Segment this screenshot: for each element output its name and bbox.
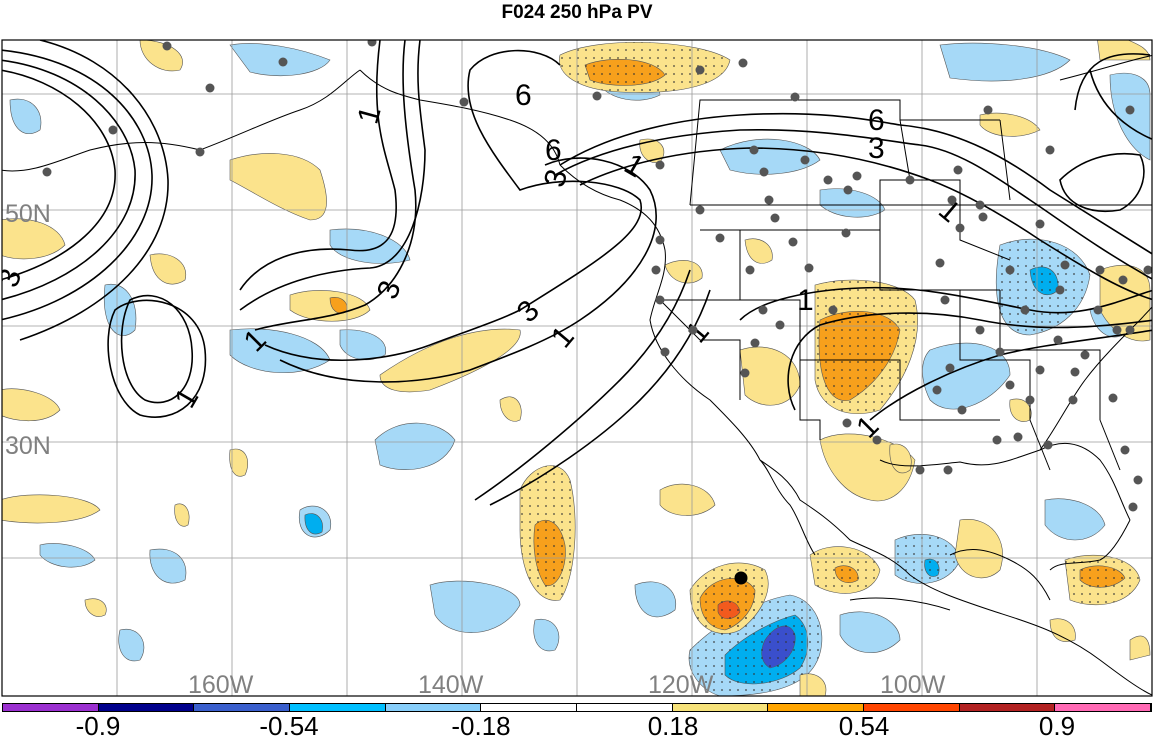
contour-label: 3 (0, 265, 28, 292)
lon-label-160w: 160W (188, 671, 254, 699)
map-title: F024 250 hPa PV (501, 2, 653, 23)
significance-stippling (520, 42, 1140, 696)
lat-lon-grid (2, 40, 1152, 696)
colorbar-swatch (959, 704, 1056, 711)
contour-label: 3 (538, 166, 574, 191)
colorbar-label: -0.54 (259, 711, 319, 741)
colorbar-swatch (194, 704, 291, 711)
colorbar-swatch (864, 704, 960, 711)
colorbar-label: -0.18 (451, 711, 511, 741)
contour-label: 3 (511, 294, 546, 329)
lon-label-140w: 140W (418, 671, 484, 699)
colorbar-strip (2, 703, 1152, 712)
axis-labels: 50N 30N 160W 140W 120W 100W (5, 200, 946, 699)
colorbar-swatch (3, 704, 99, 711)
contour-label: 3 (371, 276, 408, 303)
contour-label: 1 (619, 147, 650, 184)
colorbar-label: 0.9 (1038, 711, 1076, 741)
lon-label-100w: 100W (880, 671, 946, 699)
colorbar-swatch (385, 704, 482, 711)
map-frame (1, 39, 1153, 697)
colorbar-label: 0.18 (647, 711, 699, 741)
colorbar-swatch (290, 704, 386, 711)
negative-anomaly-shading (9, 42, 1151, 696)
contour-label: 1 (352, 103, 388, 128)
contour-label: 6 (868, 104, 885, 137)
contour-label: 1 (545, 320, 581, 354)
lon-label-120w: 120W (648, 671, 714, 699)
station-dots (42, 40, 1152, 512)
contour-label: 6 (545, 134, 562, 167)
lat-label-30n: 30N (5, 432, 51, 460)
contour-label: 1 (797, 284, 814, 317)
colorbar-swatch (577, 704, 673, 711)
marker-point (734, 571, 748, 585)
colorbar-swatch (672, 704, 769, 711)
colorbar-swatch (768, 704, 865, 711)
colorbar-swatch (481, 704, 578, 711)
contour-label: 3 (868, 132, 885, 165)
colorbar: -0.9 -0.54 -0.18 0.18 0.54 0.9 (0, 703, 1154, 741)
colorbar-label: -0.9 (75, 711, 121, 741)
colorbar-label: 0.54 (838, 711, 890, 741)
colorbar-swatch (1055, 704, 1152, 711)
contour-label: 6 (515, 79, 532, 112)
lat-label-50n: 50N (5, 200, 51, 228)
colorbar-swatch (98, 704, 195, 711)
